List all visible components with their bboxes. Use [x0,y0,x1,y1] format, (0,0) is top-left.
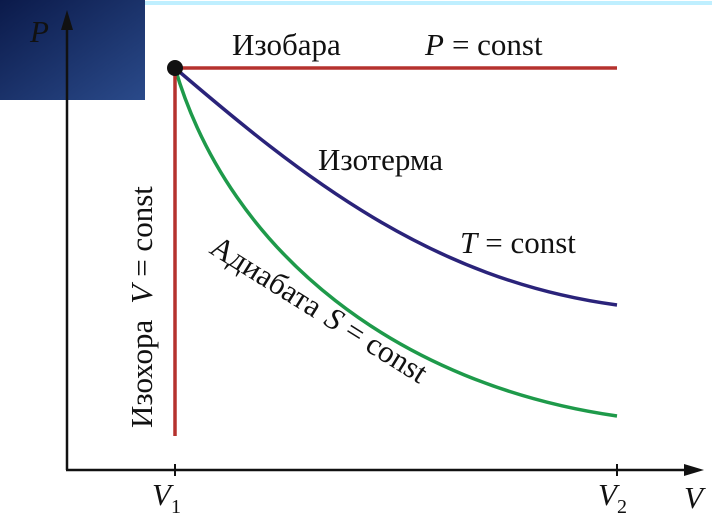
x-mark-label: V2 [598,477,627,518]
y-axis-label: P [29,14,49,49]
formula: = const [452,27,543,62]
symbol: T [460,225,480,260]
symbol: V [124,282,159,304]
formula: = const [339,312,435,390]
formula: = const [124,186,159,277]
start-point [167,60,183,76]
adiabat-label: АдиабатаS= const [204,228,434,390]
x-axis-label: V [684,480,706,515]
subscript: 2 [617,496,627,518]
name: Адиабата [204,228,329,324]
subscript: 1 [171,496,181,518]
symbol: P [424,27,444,62]
isotherm-formula: T= const [460,225,576,260]
isochore-label: Изохора V = const [124,186,159,428]
x-arrow [684,464,704,476]
isotherm-label: Изотерма [318,142,443,177]
x-mark-label: V1 [152,477,181,518]
formula: = const [485,225,576,260]
isobar-label: Изобара P= const [232,27,543,62]
diagram: P V V1 V2 ИзобараP= const Изотерма T= co… [0,0,712,523]
name: Изохора [124,320,159,428]
name: Изобара [232,27,341,62]
